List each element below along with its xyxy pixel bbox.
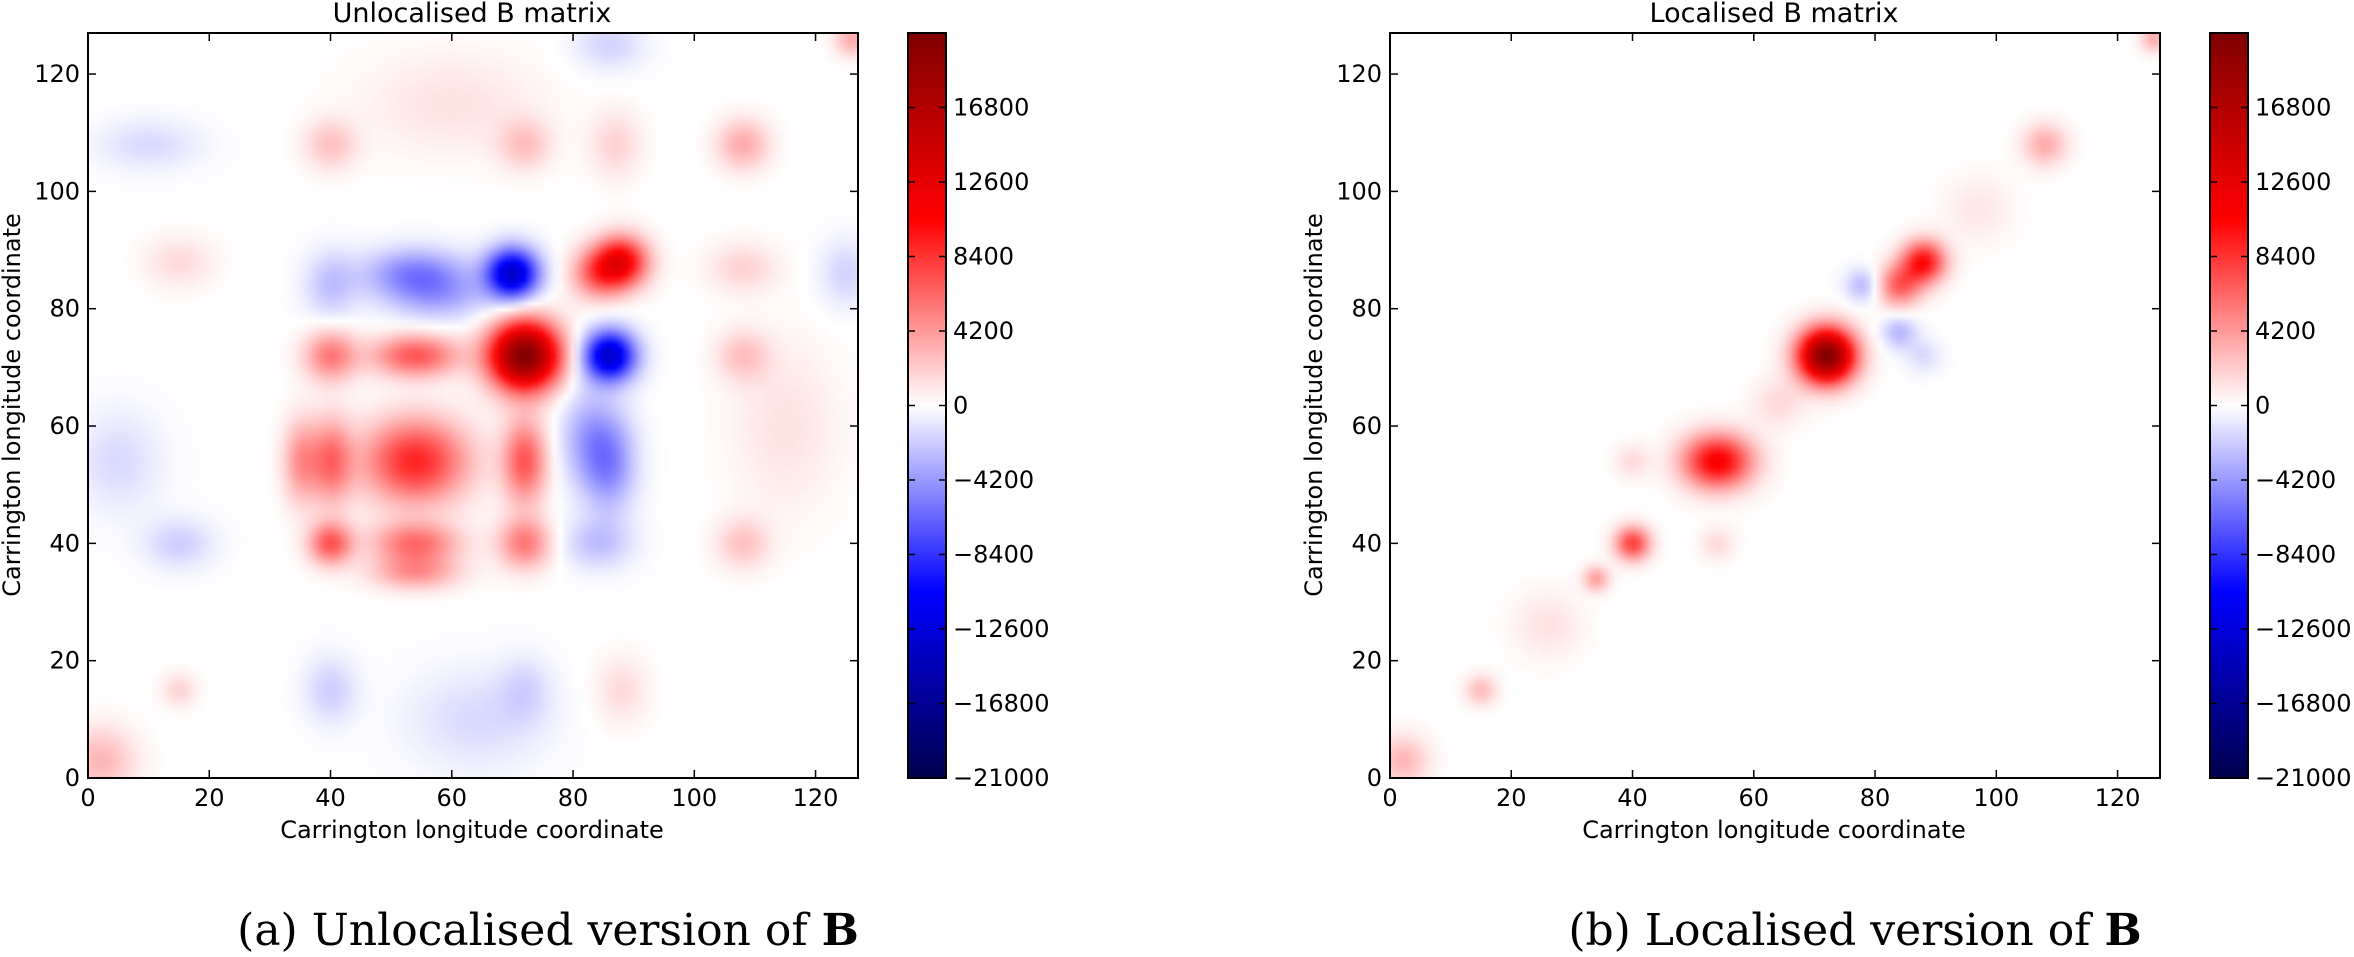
heatmap-image: [88, 33, 858, 778]
axis-ticks: 0 20 40 60 80 100 120 0 20 40 60 80 100 120: [34, 33, 858, 812]
chart-unlocalised: Unlocalised B matrix 0 20 40 60 80 100 120 0 20 4…: [0, 0, 1049, 844]
caption-b: (b) Localised version of B: [1568, 905, 2141, 956]
colorbar-tick-label: 16800: [953, 94, 1029, 122]
caption-text: (b) Localised version of: [1568, 905, 2104, 956]
colorbar-ticks: −21000 −16800 −12600 −8400 −4200 0 4200 8400 126…: [2210, 94, 2351, 792]
y-axis-label: Carrington longitude coordinate: [0, 213, 26, 597]
x-axis-label: Carrington longitude coordinate: [280, 816, 664, 844]
x-tick-label: 0: [1382, 784, 1397, 812]
heatmap-area: [1390, 33, 2160, 778]
x-tick-label: 100: [1973, 784, 2019, 812]
y-tick-label: 80: [1351, 295, 1382, 323]
colorbar-tick-label: −4200: [953, 466, 1034, 494]
colorbar-tick-label: 16800: [2255, 94, 2331, 122]
y-tick-label: 120: [34, 60, 80, 88]
colorbar-tick-label: 4200: [2255, 317, 2316, 345]
y-tick-label: 100: [34, 177, 80, 205]
y-tick-label: 60: [49, 412, 80, 440]
chart-title: Unlocalised B matrix: [333, 0, 612, 29]
colorbar-tick-label: 0: [2255, 392, 2270, 420]
y-tick-label: 40: [1351, 529, 1382, 557]
y-tick-label: 60: [1351, 412, 1382, 440]
x-tick-label: 0: [80, 784, 95, 812]
y-tick-label: 20: [1351, 647, 1382, 675]
axis-ticks: 0 20 40 60 80 100 120 0 20 40 60 80 100 120: [1336, 33, 2160, 812]
colorbar-tick-label: −8400: [953, 541, 1034, 569]
x-tick-label: 40: [1617, 784, 1648, 812]
caption-bold: B: [822, 905, 859, 956]
caption-a: (a) Unlocalised version of B: [237, 905, 859, 956]
y-tick-label: 20: [49, 647, 80, 675]
colorbar-tick-label: −16800: [953, 690, 1049, 718]
colorbar-tick-label: 8400: [953, 243, 1014, 271]
colorbar-tick-label: −12600: [2255, 615, 2351, 643]
colorbar-tick-label: −12600: [953, 615, 1049, 643]
x-axis-label: Carrington longitude coordinate: [1582, 816, 1966, 844]
y-axis-label: Carrington longitude coordinate: [1300, 213, 1328, 597]
chart-localised: Localised B matrix 0 20 40 60 80 100 120 0 20 40 6…: [1300, 0, 2351, 844]
colorbar-tick-label: −4200: [2255, 466, 2336, 494]
heatmap-image: [1390, 33, 2160, 778]
y-tick-label: 40: [49, 529, 80, 557]
caption-text: (a) Unlocalised version of: [237, 905, 821, 956]
x-tick-label: 60: [437, 784, 468, 812]
plot-frame: [87, 32, 859, 779]
x-tick-label: 100: [671, 784, 717, 812]
x-tick-label: 40: [315, 784, 346, 812]
heatmap-area: [88, 33, 858, 778]
colorbar-tick-label: 12600: [953, 168, 1029, 196]
plot-frame: [1389, 32, 2161, 779]
colorbar-tick-label: −21000: [2255, 764, 2351, 792]
y-tick-label: 80: [49, 295, 80, 323]
x-tick-label: 20: [1496, 784, 1527, 812]
y-tick-label: 0: [65, 764, 80, 792]
colorbar-tick-label: 8400: [2255, 243, 2316, 271]
y-tick-label: 100: [1336, 177, 1382, 205]
colorbar-ticks: −21000 −16800 −12600 −8400 −4200 0 4200 8400 126…: [908, 94, 1049, 792]
x-tick-label: 120: [793, 784, 839, 812]
colorbar-tick-label: −16800: [2255, 690, 2351, 718]
colorbar-tick-label: 0: [953, 392, 968, 420]
chart-title: Localised B matrix: [1650, 0, 1899, 29]
colorbar-tick-label: 12600: [2255, 168, 2331, 196]
colorbar-tick-label: −8400: [2255, 541, 2336, 569]
y-tick-label: 0: [1367, 764, 1382, 792]
x-tick-label: 80: [558, 784, 589, 812]
x-tick-label: 80: [1860, 784, 1891, 812]
x-tick-label: 120: [2095, 784, 2141, 812]
caption-bold: B: [2104, 905, 2141, 956]
colorbar-tick-label: 4200: [953, 317, 1014, 345]
y-tick-label: 120: [1336, 60, 1382, 88]
colorbar-tick-label: −21000: [953, 764, 1049, 792]
x-tick-label: 20: [194, 784, 225, 812]
x-tick-label: 60: [1739, 784, 1770, 812]
